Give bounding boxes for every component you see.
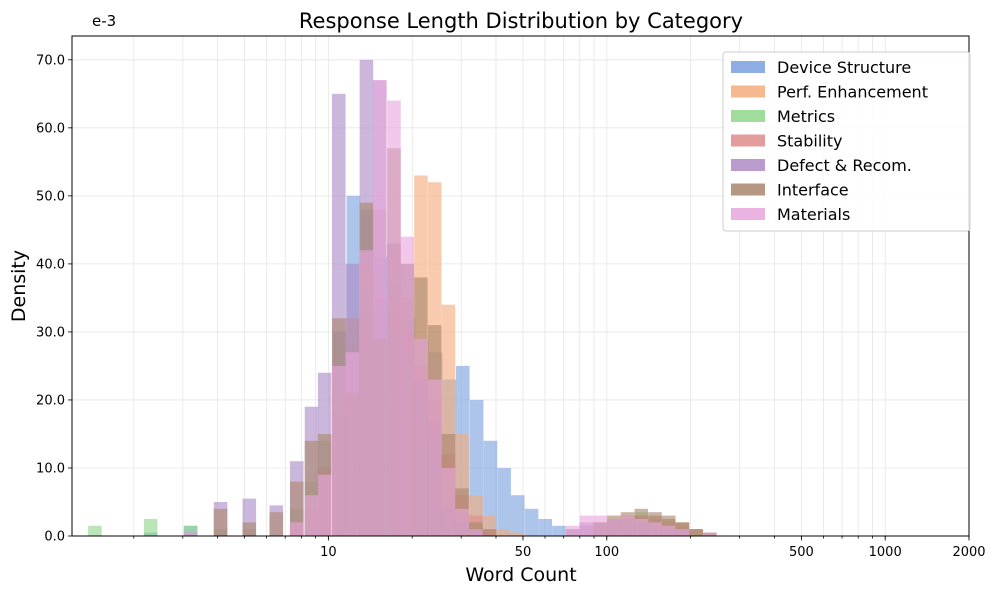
bar — [524, 508, 539, 536]
bar — [565, 525, 580, 536]
bar — [269, 512, 284, 536]
bar — [496, 529, 511, 536]
plot-frame — [71, 35, 970, 537]
bar — [538, 518, 552, 536]
bar — [242, 522, 257, 536]
y-tick-label: 30.0 — [36, 325, 65, 340]
legend-swatch — [731, 85, 765, 98]
bar — [675, 529, 690, 536]
x-axis-ticks: 10 50 100 500 1000 2000 — [133, 536, 986, 560]
bar — [482, 529, 497, 536]
legend-swatch — [731, 208, 765, 220]
legend-swatch — [731, 159, 765, 171]
y-offset-label: e-3 — [92, 12, 116, 30]
bar — [607, 518, 621, 536]
series-6 — [183, 80, 690, 537]
bar — [317, 474, 332, 536]
histogram-bars — [88, 59, 717, 537]
bar — [661, 525, 676, 536]
legend-label: Defect & Recom. — [777, 156, 912, 175]
bar — [183, 525, 198, 536]
y-axis-ticks: 0.0 10.0 20.0 30.0 40.0 50.0 60.0 70.0 — [36, 53, 72, 545]
legend-swatch — [731, 110, 765, 122]
bar — [359, 250, 374, 537]
bar — [183, 532, 198, 536]
bar — [143, 518, 158, 536]
legend-label: Device Structure — [777, 58, 911, 77]
y-axis-label: Density — [8, 250, 30, 322]
bar — [579, 515, 594, 536]
legend-label: Perf. Enhancement — [777, 83, 928, 102]
bar — [689, 529, 703, 536]
bar — [703, 532, 717, 536]
legend-label: Metrics — [777, 107, 835, 126]
legend-box — [722, 51, 971, 232]
y-tick-label: 0.0 — [44, 530, 65, 545]
bar — [345, 352, 360, 536]
legend-label: Stability — [777, 132, 842, 151]
y-tick-label: 60.0 — [36, 121, 65, 136]
y-tick-label: 10.0 — [36, 461, 65, 476]
bar — [552, 525, 566, 536]
bar — [289, 522, 304, 536]
bar — [414, 338, 428, 536]
y-tick-label: 40.0 — [36, 257, 65, 272]
chart-title: Response Length Distribution by Category — [299, 9, 743, 33]
bar — [213, 508, 228, 536]
bar — [510, 532, 524, 536]
bar — [511, 495, 525, 536]
x-tick-label: 10 — [320, 545, 337, 560]
legend-swatch — [731, 183, 765, 196]
legend-label: Interface — [777, 181, 849, 200]
bar — [332, 365, 346, 536]
x-tick-label: 100 — [594, 545, 619, 560]
x-axis-label: Word Count — [465, 564, 576, 586]
bar — [648, 522, 662, 536]
bar — [400, 236, 415, 536]
bar — [88, 525, 102, 536]
legend-swatch — [731, 134, 765, 147]
bar — [593, 515, 607, 536]
bar — [304, 495, 319, 536]
bar — [469, 529, 483, 536]
bar — [620, 515, 635, 536]
x-tick-label: 50 — [515, 545, 532, 560]
bar — [387, 100, 401, 536]
bar — [441, 467, 456, 536]
x-tick-label: 1000 — [869, 545, 902, 560]
legend: Device Structure Perf. Enhancement Metrics… — [722, 51, 971, 232]
bar — [634, 518, 649, 536]
y-tick-label: 20.0 — [36, 393, 65, 408]
bar — [455, 508, 469, 536]
y-tick-label: 50.0 — [36, 189, 65, 204]
bar — [427, 379, 442, 536]
bar — [483, 440, 498, 536]
x-tick-label: 2000 — [952, 545, 985, 560]
bar — [497, 467, 511, 536]
x-tick-label: 500 — [789, 545, 814, 560]
legend-label: Materials — [777, 205, 850, 224]
y-tick-label: 70.0 — [36, 53, 65, 68]
bar — [373, 80, 387, 537]
legend-swatch — [731, 61, 765, 73]
